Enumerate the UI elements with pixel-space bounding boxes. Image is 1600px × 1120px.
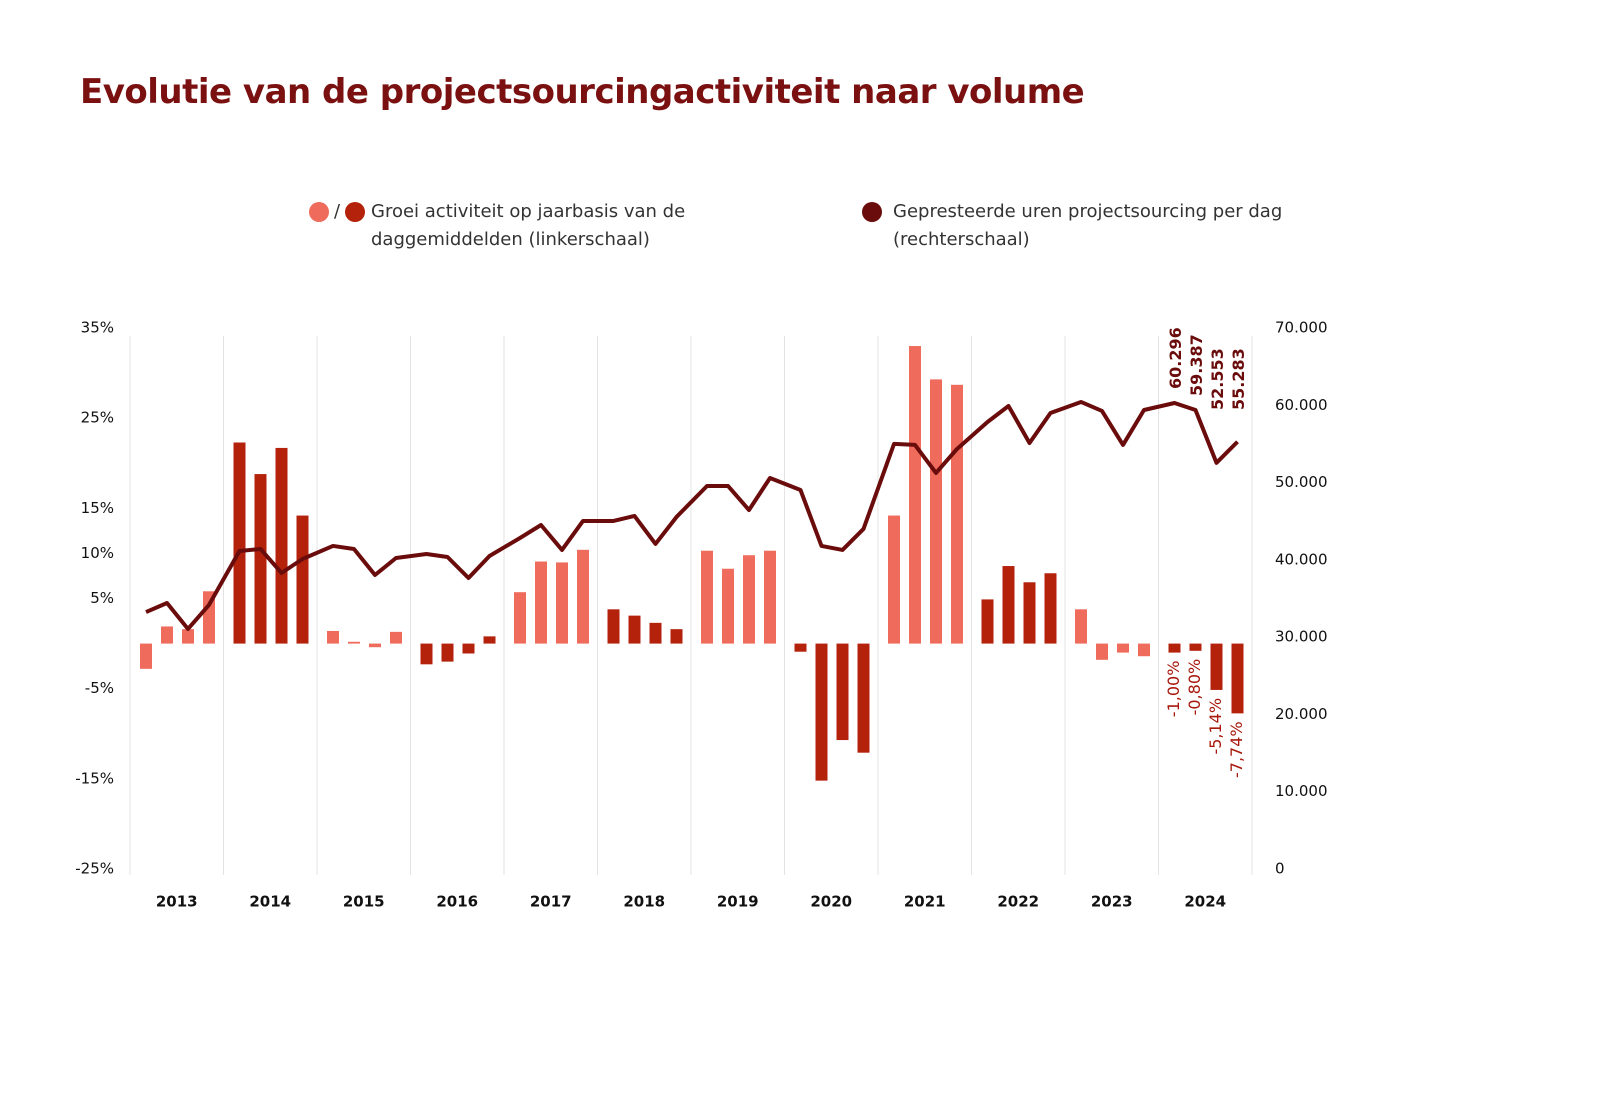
data-label: 59.387 [1187,334,1206,396]
data-label: -5,14% [1206,698,1225,755]
y2-tick-label: 60.000 [1275,396,1328,414]
x-tick-label: 2022 [997,893,1039,911]
bar [535,561,547,644]
bar [857,643,870,753]
data-label: 52.553 [1208,348,1227,410]
x-tick-label: 2021 [904,893,946,911]
bar [1075,609,1087,644]
bar [930,379,942,644]
bar [420,643,433,665]
bar [203,591,215,644]
bar [1138,643,1150,657]
bar [981,599,994,644]
bar [1210,643,1223,690]
line [145,399,1239,631]
bar [161,626,173,644]
bar [254,474,267,644]
bar [1002,566,1015,644]
y-tick-label: 5% [90,589,114,607]
bar [556,562,568,644]
x-tick-label: 2015 [343,893,385,911]
y2-tick-label: 70.000 [1275,319,1328,337]
bar [1231,643,1244,714]
x-tick-label: 2019 [717,893,759,911]
bar [670,629,683,644]
x-tick-label: 2014 [249,893,291,911]
bar [1044,573,1057,644]
data-label: -7,74% [1227,721,1246,778]
bar [182,629,194,644]
bar [577,549,589,644]
bar [722,568,734,644]
bar [607,609,620,644]
y2-tick-label: 50.000 [1275,473,1328,491]
bar [390,631,402,644]
y-tick-label: -25% [75,860,114,878]
y-tick-label: -15% [75,769,114,787]
y-tick-label: 15% [81,499,114,517]
bar [649,622,662,644]
bar [909,346,921,644]
bar [514,592,526,644]
x-tick-label: 2016 [436,893,478,911]
bar [815,643,828,781]
bar [794,643,807,652]
y-tick-label: 10% [81,544,114,562]
bar [628,615,641,644]
y-tick-label: 25% [81,409,114,427]
data-label: 60.296 [1166,327,1185,389]
x-tick-label: 2018 [623,893,665,911]
bar [483,636,496,644]
legend-swatch [862,202,882,222]
bar [764,550,776,644]
x-tick-label: 2024 [1184,893,1226,911]
y2-tick-label: 20.000 [1275,705,1328,723]
bar [1117,643,1129,653]
bar [140,643,152,669]
bar [275,447,288,644]
y2-tick-label: 40.000 [1275,550,1328,568]
x-tick-label: 2020 [810,893,852,911]
y2-tick-label: 10.000 [1275,782,1328,800]
bar [462,643,475,654]
data-label: -1,00% [1164,661,1183,718]
bar [1023,582,1036,644]
x-tick-label: 2017 [530,893,572,911]
bar [951,384,963,644]
y2-tick-label: 30.000 [1275,628,1328,646]
bar [296,515,309,644]
bar [369,643,381,648]
x-tick-label: 2013 [156,893,198,911]
legend-swatch [345,202,365,222]
bar [348,641,360,644]
bar [327,630,339,644]
data-label: -0,80% [1185,659,1204,716]
bar [1168,643,1181,653]
chart-title: Evolutie van de projectsourcingactivitei… [80,72,1085,112]
bar [1189,643,1202,651]
data-label: 55.283 [1229,348,1248,410]
bar [836,643,849,741]
bar [701,550,713,644]
y-tick-label: 35% [81,319,114,337]
bar [743,555,755,644]
legend-label: Gepresteerde uren projectsourcing per da… [893,201,1283,250]
legend-separator: / [334,201,341,222]
bar [888,515,900,644]
legend-swatch [309,202,329,222]
legend-label: Groei activiteit op jaarbasis van de dag… [371,201,686,250]
y2-tick-label: 0 [1275,860,1285,878]
bar [233,442,246,644]
x-tick-label: 2023 [1091,893,1133,911]
bar [1096,643,1108,660]
bar [441,643,454,662]
y-tick-label: -5% [85,679,114,697]
